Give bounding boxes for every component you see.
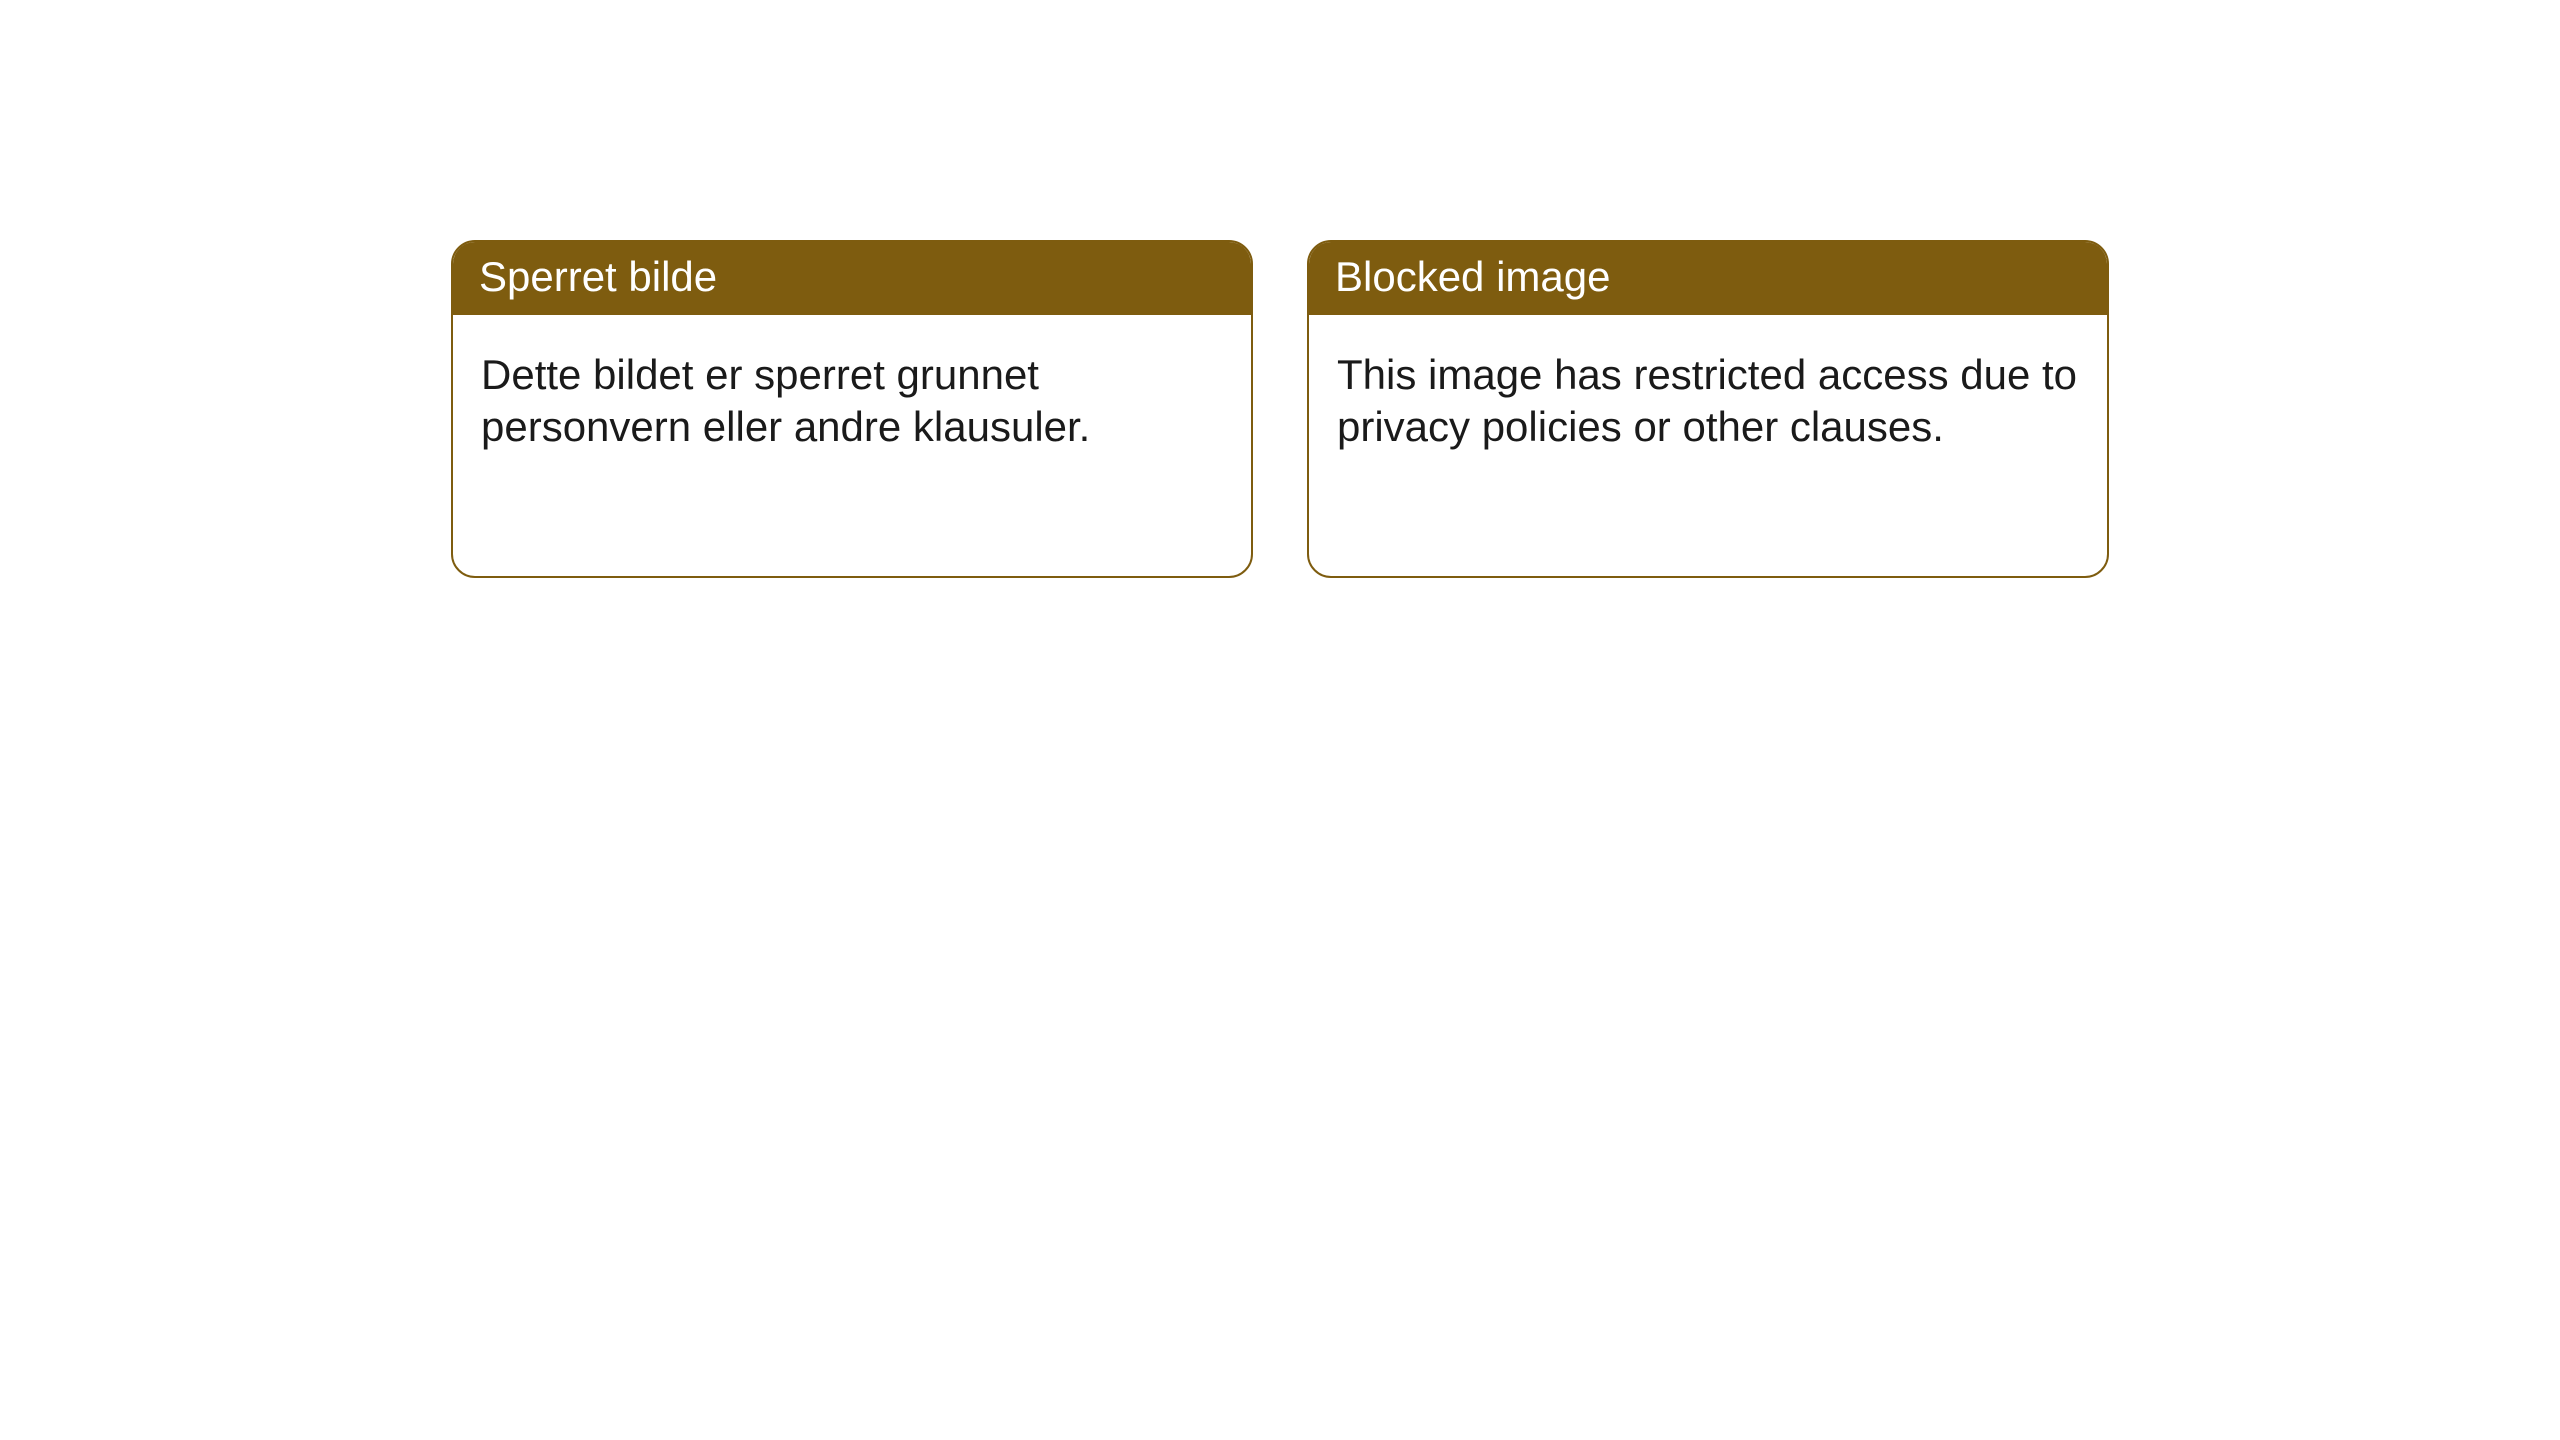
notice-body-no: Dette bildet er sperret grunnet personve… [453, 315, 1251, 488]
notice-header-en: Blocked image [1309, 242, 2107, 315]
notice-header-no: Sperret bilde [453, 242, 1251, 315]
notice-body-en: This image has restricted access due to … [1309, 315, 2107, 488]
notice-container: Sperret bilde Dette bildet er sperret gr… [0, 0, 2560, 578]
notice-card-no: Sperret bilde Dette bildet er sperret gr… [451, 240, 1253, 578]
notice-card-en: Blocked image This image has restricted … [1307, 240, 2109, 578]
